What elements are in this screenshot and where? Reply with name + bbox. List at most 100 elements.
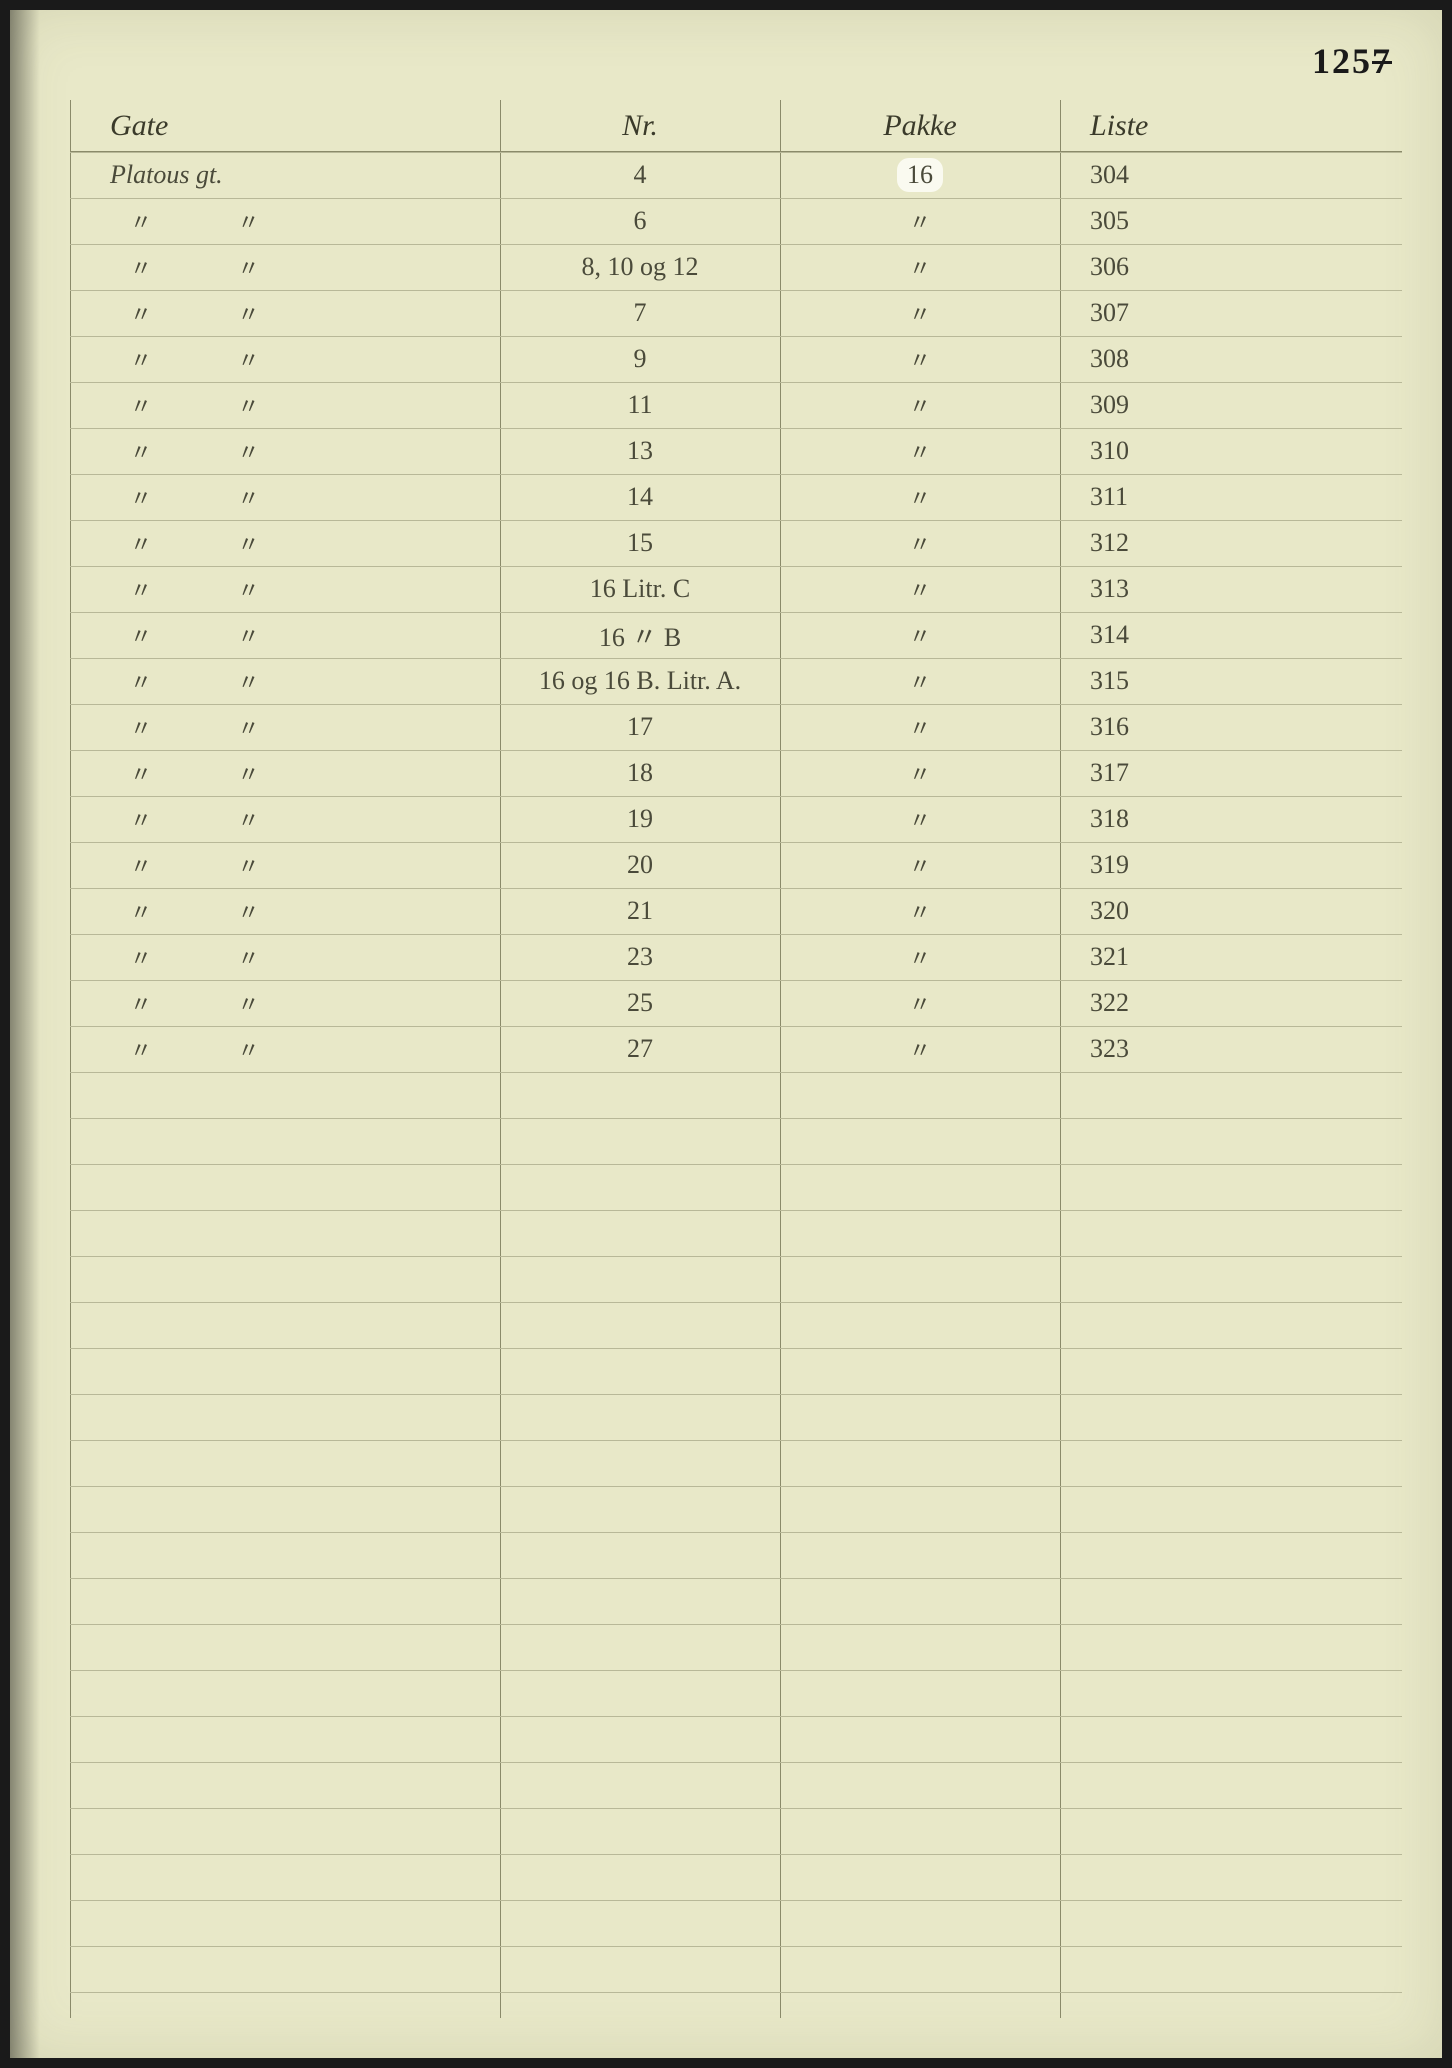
cell-nr bbox=[500, 1164, 780, 1210]
ditto-mark: 〃 〃 bbox=[110, 343, 300, 375]
cell-liste bbox=[1060, 1486, 1320, 1532]
page-number: 1257 bbox=[1312, 40, 1392, 82]
cell-liste bbox=[1060, 1118, 1320, 1164]
cell-pakke bbox=[780, 1808, 1060, 1854]
cell-gate: 〃 〃 bbox=[70, 244, 500, 290]
cell-gate bbox=[70, 1854, 500, 1900]
cell-liste: 309 bbox=[1060, 382, 1320, 428]
cell-gate bbox=[70, 1440, 500, 1486]
cell-pakke bbox=[780, 1900, 1060, 1946]
cell-pakke: 16 bbox=[780, 152, 1060, 198]
cell-gate bbox=[70, 1624, 500, 1670]
cell-gate: 〃 〃 bbox=[70, 336, 500, 382]
cell-nr: 15 bbox=[500, 520, 780, 566]
table-row: 〃 〃8, 10 og 12〃306 bbox=[70, 244, 1402, 290]
cell-liste: 317 bbox=[1060, 750, 1320, 796]
ledger-page: 1257 Gate Nr. Pakke Liste Platous gt.416… bbox=[10, 10, 1442, 2058]
row-rule bbox=[70, 750, 1402, 751]
table-row: 〃 〃16 og 16 B. Litr. A.〃315 bbox=[70, 658, 1402, 704]
cell-nr: 7 bbox=[500, 290, 780, 336]
cell-liste: 316 bbox=[1060, 704, 1320, 750]
table-row: 〃 〃9〃308 bbox=[70, 336, 1402, 382]
row-rule bbox=[70, 1210, 1402, 1211]
cell-nr: 16 Litr. C bbox=[500, 566, 780, 612]
cell-gate bbox=[70, 1716, 500, 1762]
cell-liste: 321 bbox=[1060, 934, 1320, 980]
row-rule bbox=[70, 152, 1402, 153]
cell-pakke bbox=[780, 1624, 1060, 1670]
table-row: 〃 〃14〃311 bbox=[70, 474, 1402, 520]
cell-nr: 23 bbox=[500, 934, 780, 980]
row-rule bbox=[70, 796, 1402, 797]
cell-liste: 320 bbox=[1060, 888, 1320, 934]
header-pakke: Pakke bbox=[780, 100, 1060, 151]
cell-nr bbox=[500, 1900, 780, 1946]
table-row bbox=[70, 1072, 1402, 1118]
cell-nr bbox=[500, 1854, 780, 1900]
ditto-mark: 〃 bbox=[909, 987, 931, 1019]
row-rule bbox=[70, 382, 1402, 383]
row-rule bbox=[70, 520, 1402, 521]
row-rule bbox=[70, 1854, 1402, 1855]
ditto-mark: 〃 〃 bbox=[110, 527, 300, 559]
cell-pakke bbox=[780, 1670, 1060, 1716]
cell-liste bbox=[1060, 1624, 1320, 1670]
ditto-mark: 〃 bbox=[909, 1033, 931, 1065]
cell-pakke bbox=[780, 1394, 1060, 1440]
cell-gate bbox=[70, 1302, 500, 1348]
table-row bbox=[70, 1348, 1402, 1394]
cell-nr bbox=[500, 1578, 780, 1624]
row-rule bbox=[70, 336, 1402, 337]
table-row bbox=[70, 1578, 1402, 1624]
header-liste: Liste bbox=[1060, 100, 1320, 151]
row-rule bbox=[70, 704, 1402, 705]
cell-liste: 312 bbox=[1060, 520, 1320, 566]
cell-liste: 310 bbox=[1060, 428, 1320, 474]
cell-gate: 〃 〃 bbox=[70, 198, 500, 244]
column-divider bbox=[780, 100, 781, 2018]
cell-pakke: 〃 bbox=[780, 612, 1060, 658]
row-rule bbox=[70, 1440, 1402, 1441]
cell-liste: 306 bbox=[1060, 244, 1320, 290]
table-row: 〃 〃15〃312 bbox=[70, 520, 1402, 566]
table-row: 〃 〃6〃305 bbox=[70, 198, 1402, 244]
cell-liste bbox=[1060, 1946, 1320, 1992]
ditto-mark: 〃 〃 bbox=[110, 711, 300, 743]
row-rule bbox=[70, 1486, 1402, 1487]
page-number-struck: 7 bbox=[1372, 41, 1392, 81]
table-row bbox=[70, 1762, 1402, 1808]
cell-nr: 27 bbox=[500, 1026, 780, 1072]
table-row bbox=[70, 1394, 1402, 1440]
cell-nr: 17 bbox=[500, 704, 780, 750]
cell-pakke bbox=[780, 1302, 1060, 1348]
cell-pakke: 〃 bbox=[780, 198, 1060, 244]
pakke-highlight: 16 bbox=[897, 158, 943, 192]
ditto-mark: 〃 bbox=[909, 941, 931, 973]
table-row: 〃 〃27〃323 bbox=[70, 1026, 1402, 1072]
row-rule bbox=[70, 1348, 1402, 1349]
ditto-mark: 〃 〃 bbox=[110, 1033, 300, 1065]
ditto-mark: 〃 〃 bbox=[110, 297, 300, 329]
page-number-value: 125 bbox=[1312, 41, 1372, 81]
cell-pakke: 〃 bbox=[780, 474, 1060, 520]
cell-gate bbox=[70, 1072, 500, 1118]
ditto-mark: 〃 〃 bbox=[110, 435, 300, 467]
ditto-mark: 〃 〃 bbox=[110, 619, 300, 651]
cell-gate: 〃 〃 bbox=[70, 888, 500, 934]
cell-gate bbox=[70, 1256, 500, 1302]
table-row: 〃 〃16 〃 B〃314 bbox=[70, 612, 1402, 658]
cell-gate bbox=[70, 1348, 500, 1394]
ledger-table: Gate Nr. Pakke Liste Platous gt.416304〃 … bbox=[70, 100, 1402, 2018]
cell-nr: 16 〃 B bbox=[500, 612, 780, 658]
row-rule bbox=[70, 474, 1402, 475]
cell-pakke: 〃 bbox=[780, 934, 1060, 980]
cell-gate: 〃 〃 bbox=[70, 796, 500, 842]
row-rule bbox=[70, 1716, 1402, 1717]
row-rule bbox=[70, 1532, 1402, 1533]
row-rule bbox=[70, 1808, 1402, 1809]
header-nr: Nr. bbox=[500, 100, 780, 151]
row-rule bbox=[70, 244, 1402, 245]
cell-liste: 308 bbox=[1060, 336, 1320, 382]
cell-liste bbox=[1060, 1808, 1320, 1854]
cell-liste bbox=[1060, 1256, 1320, 1302]
